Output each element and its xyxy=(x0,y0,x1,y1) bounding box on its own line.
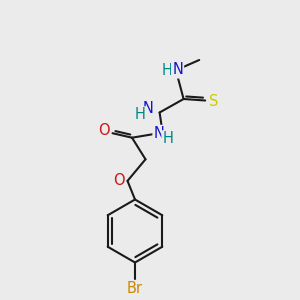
Text: N: N xyxy=(143,101,154,116)
Text: Br: Br xyxy=(127,281,143,296)
Text: N: N xyxy=(154,126,164,141)
Text: O: O xyxy=(113,173,125,188)
Text: H: H xyxy=(135,107,146,122)
Text: S: S xyxy=(209,94,218,109)
Text: N: N xyxy=(172,62,183,77)
Text: H: H xyxy=(163,131,173,146)
Text: O: O xyxy=(98,123,110,138)
Text: H: H xyxy=(162,63,172,78)
